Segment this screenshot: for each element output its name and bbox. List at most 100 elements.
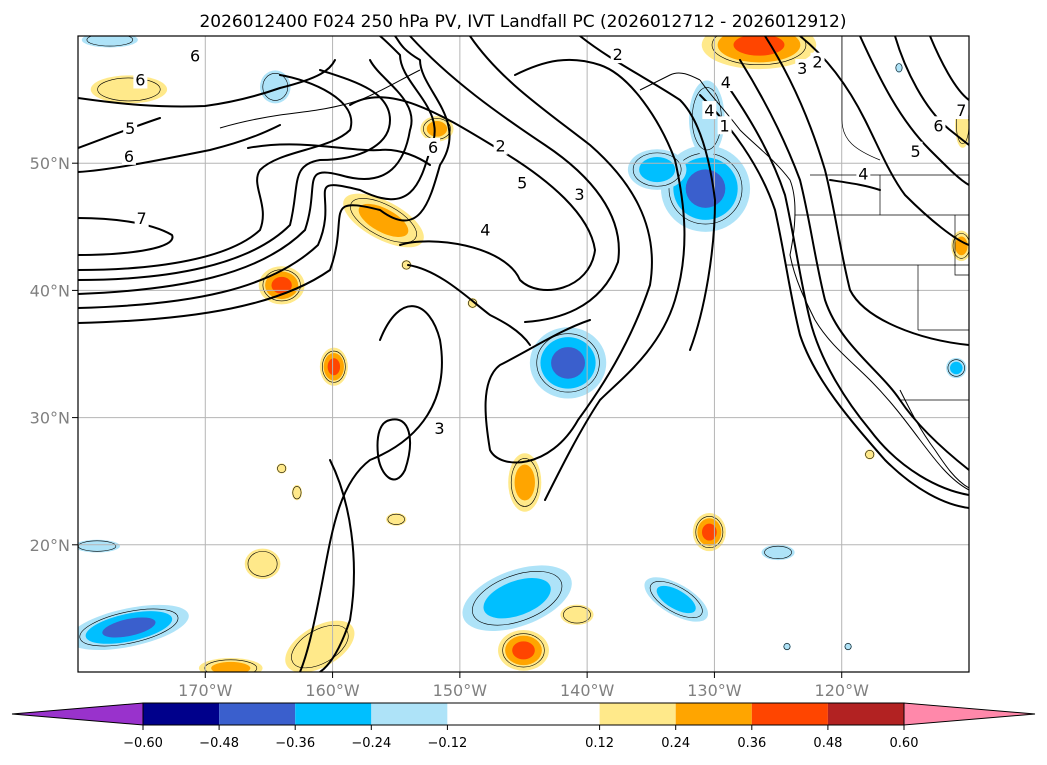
pv-shading-outline xyxy=(952,233,969,259)
colorbar-segment xyxy=(143,703,220,725)
contour-line xyxy=(319,459,355,672)
pv-shading-fill xyxy=(78,539,120,553)
colorbar-outline xyxy=(142,702,905,726)
latitude-tick-label: 30°N xyxy=(30,409,70,428)
colorbar-tick-label: 0.48 xyxy=(813,736,842,751)
pv-shading-outline xyxy=(468,298,478,308)
pv-shading-fill xyxy=(81,36,138,48)
pv-shading-fill xyxy=(512,641,535,660)
contour-line xyxy=(859,36,969,186)
pv-shading-fill xyxy=(864,449,875,460)
contour-line xyxy=(929,36,969,101)
pv-anomaly-blob xyxy=(529,327,607,399)
contour-label: 6 xyxy=(428,138,438,157)
map-background xyxy=(78,36,969,672)
pv-shading-fill xyxy=(950,361,963,375)
contour-label-background xyxy=(931,116,946,135)
pv-shading-fill xyxy=(358,203,409,237)
contour-line xyxy=(579,36,716,351)
pv-shading-outline xyxy=(695,516,724,549)
contour-label-background xyxy=(718,73,733,92)
contour-label: 2 xyxy=(812,53,822,72)
pv-shading-fill xyxy=(467,298,478,309)
contour-label-background xyxy=(610,45,625,64)
contour-label: 4 xyxy=(480,221,490,240)
contour-label-background xyxy=(478,220,493,239)
pv-anomaly-blob xyxy=(761,544,795,561)
pv-anomaly-blob xyxy=(467,298,478,309)
longitude-tick-label: 130°W xyxy=(687,681,742,700)
political-borders xyxy=(785,36,969,401)
pv-anomaly-blob xyxy=(78,604,189,651)
contour-line xyxy=(78,59,336,108)
pv-shading-outline xyxy=(632,152,682,187)
contour-line xyxy=(514,58,686,501)
pv-shading-outline xyxy=(649,581,703,618)
pv-shading-outline xyxy=(97,77,161,102)
pv-shading-fill xyxy=(639,157,676,183)
contour-line xyxy=(247,143,431,166)
pv-shading-fill xyxy=(560,604,594,625)
contour-label: 2 xyxy=(495,137,505,156)
contour-label: 3 xyxy=(797,59,807,78)
pv-shading-fill xyxy=(656,585,696,614)
pv-shading-fill xyxy=(102,617,156,638)
pv-shading-outline xyxy=(764,545,792,559)
contour-line xyxy=(699,94,969,509)
colorbar-segment xyxy=(371,703,448,725)
contour-label: 5 xyxy=(517,174,527,193)
pv-shading-fill xyxy=(483,578,551,619)
pv-shading-outline xyxy=(711,36,807,66)
contour-label: 5 xyxy=(125,119,135,138)
contour-label-background xyxy=(123,118,138,137)
pv-anomaly-blob xyxy=(386,513,407,526)
pv-anomaly-blob xyxy=(244,548,281,580)
pv-shading-outline xyxy=(247,551,278,577)
pv-anomaly-blob xyxy=(895,62,903,73)
coastline xyxy=(219,69,421,129)
pv-shading-outline xyxy=(510,458,539,507)
contour-label: 7 xyxy=(956,101,966,120)
pv-anomaly-blob xyxy=(276,463,287,474)
coastline xyxy=(639,72,701,91)
pv-anomaly-blob xyxy=(462,565,572,632)
pv-shading-fill xyxy=(291,485,303,501)
colorbar-tick-label: −0.60 xyxy=(123,736,163,751)
latitude-tick-label: 40°N xyxy=(30,281,70,300)
contour-line xyxy=(719,74,969,496)
pv-shading-outline xyxy=(79,608,179,647)
contour-line xyxy=(78,217,174,256)
pv-shading-fill xyxy=(285,620,355,672)
contour-label: 4 xyxy=(858,165,868,184)
contour-line xyxy=(894,36,969,146)
contour-label: 3 xyxy=(434,419,444,438)
pv-anomaly-blob xyxy=(701,36,817,70)
pv-shading-fill xyxy=(701,523,717,541)
contour-line xyxy=(299,305,443,672)
coastline xyxy=(899,389,969,489)
pv-shading-fill xyxy=(271,276,292,294)
contour-label: 3 xyxy=(574,185,584,204)
colorbar-extend-min xyxy=(11,702,144,726)
contour-line xyxy=(78,124,281,173)
contour-line xyxy=(78,74,353,271)
contour-label-background xyxy=(134,209,149,228)
pv-shading-fill xyxy=(386,513,407,526)
pv-shading-outline xyxy=(502,633,545,668)
pv-shading-fill xyxy=(90,75,168,104)
contour-label: 6 xyxy=(124,147,134,166)
pv-anomaly-blob xyxy=(508,453,542,512)
pv-shading-fill xyxy=(685,169,726,208)
pv-shading-fill xyxy=(955,236,968,256)
colorbar: −0.60 −0.48 −0.36 −0.24 −0.12 0.12 0.24 0.36 0.4… xyxy=(11,702,1036,751)
pv-shading-fill xyxy=(844,642,852,651)
pv-shading-outline xyxy=(292,486,302,500)
pv-shading-outline xyxy=(322,350,346,383)
pv-shading-fill xyxy=(327,358,341,376)
pv-anomaly-blob xyxy=(78,539,120,553)
pv-anomaly-blob xyxy=(291,485,303,501)
contour-line xyxy=(409,36,620,323)
contour-label-background xyxy=(954,101,969,120)
map-frame xyxy=(77,35,970,673)
